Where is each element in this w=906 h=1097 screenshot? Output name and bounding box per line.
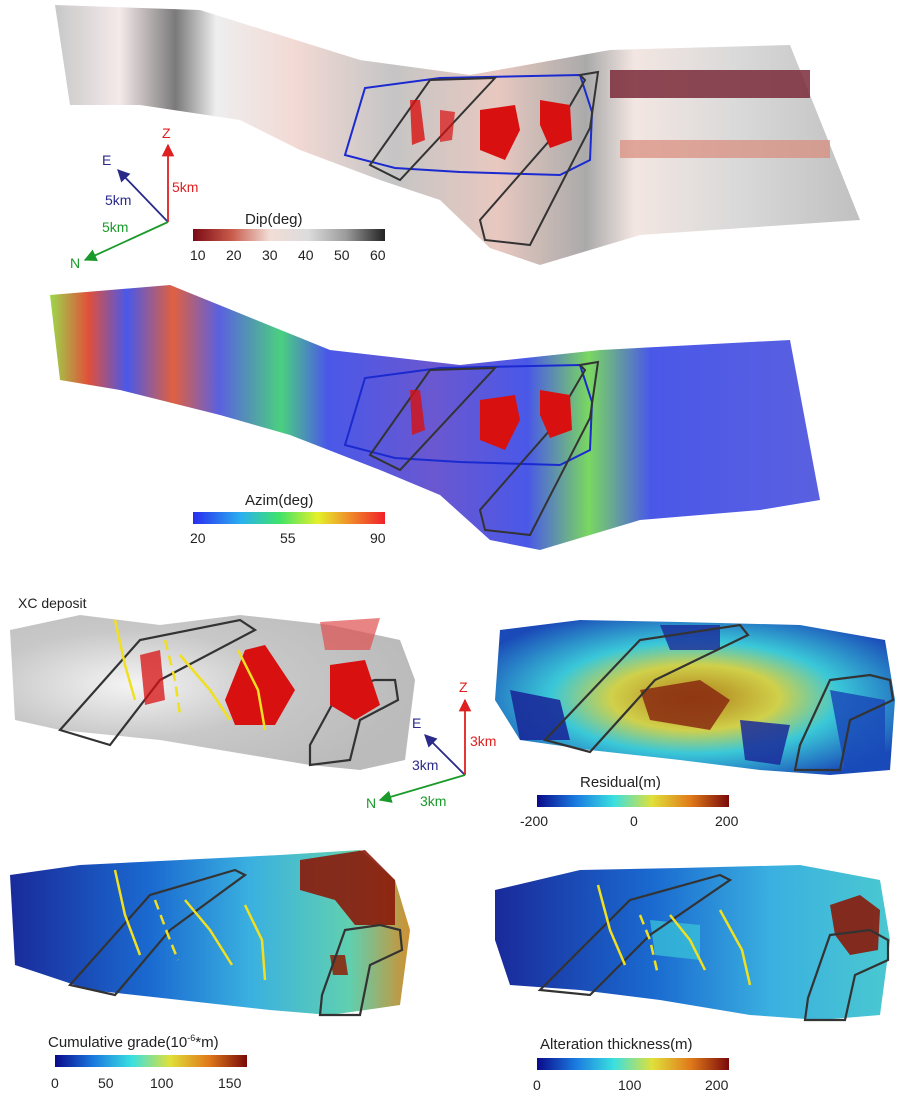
deposit-panel: XC deposit xyxy=(10,595,415,770)
geological-outline xyxy=(478,70,600,247)
cumulative-tick: 150 xyxy=(218,1075,242,1091)
azim-tick: 20 xyxy=(190,530,206,546)
deposit-label: XC deposit xyxy=(18,595,87,611)
n-distance-label: 3km xyxy=(420,793,446,809)
dip-band xyxy=(610,70,810,98)
z-axis-label: Z xyxy=(459,679,468,695)
residual-tick: 0 xyxy=(630,813,638,829)
alteration-colorbar-title: Alteration thickness(m) xyxy=(540,1036,693,1053)
dip-tick: 30 xyxy=(262,247,278,263)
orebody xyxy=(480,395,520,450)
residual-tick: -200 xyxy=(520,813,548,829)
cumulative-colorbar: Cumulative grade(10-6*m) 0 50 100 150 xyxy=(48,1033,247,1091)
geological-outline xyxy=(542,623,750,754)
geological-outline xyxy=(368,366,498,472)
residual-tick: 200 xyxy=(715,813,739,829)
dip-axes-indicator: E Z N 5km 5km 5km xyxy=(70,125,198,271)
azim-colorbar-title: Azim(deg) xyxy=(245,492,313,509)
residual-panel xyxy=(495,620,895,775)
orebody xyxy=(540,390,572,438)
dip-panel xyxy=(55,5,860,265)
alteration-colorbar: Alteration thickness(m) 0 100 200 xyxy=(533,1036,729,1093)
orebody xyxy=(440,110,455,142)
dip-tick: 50 xyxy=(334,247,350,263)
e-axis-label: E xyxy=(102,152,111,168)
z-distance-label: 3km xyxy=(470,733,496,749)
azim-tick: 90 xyxy=(370,530,386,546)
study-area-boundary xyxy=(343,73,594,177)
geological-outline xyxy=(537,873,733,997)
azim-panel xyxy=(50,285,820,550)
fault-trace xyxy=(113,619,137,701)
dip-colorbar: Dip(deg) 10 20 30 40 50 60 xyxy=(190,211,386,263)
fault-trace xyxy=(184,899,234,966)
study-area-boundary xyxy=(343,363,594,467)
geological-outline xyxy=(318,923,404,1017)
fault-trace xyxy=(113,869,142,956)
z-distance-label: 5km xyxy=(172,179,198,195)
n-axis-label: N xyxy=(366,795,376,811)
dip-colorbar-title: Dip(deg) xyxy=(245,211,303,228)
dip-tick: 20 xyxy=(226,247,242,263)
geological-outline xyxy=(478,360,600,537)
residual-colorbar-title: Residual(m) xyxy=(580,774,661,791)
alteration-tick: 0 xyxy=(533,1077,541,1093)
cumulative-tick: 50 xyxy=(98,1075,114,1091)
dip-tick: 60 xyxy=(370,247,386,263)
fault-trace xyxy=(718,909,752,986)
cumulative-colorbar-title: Cumulative grade(10-6*m) xyxy=(48,1033,219,1051)
cumulative-tick: 0 xyxy=(51,1075,59,1091)
fault-trace xyxy=(153,899,180,961)
dip-tick: 10 xyxy=(190,247,206,263)
dip-surface xyxy=(55,5,860,265)
orebody xyxy=(410,390,425,435)
orebody xyxy=(330,660,380,720)
e-distance-label: 3km xyxy=(412,757,438,773)
residual-colorbar: Residual(m) -200 0 200 xyxy=(520,774,739,829)
e-distance-label: 5km xyxy=(105,192,131,208)
fault-trace xyxy=(163,639,182,716)
orebody xyxy=(140,650,165,705)
dip-band xyxy=(620,140,830,158)
cumulative-panel xyxy=(10,850,410,1017)
orebody xyxy=(540,100,572,148)
geological-outline xyxy=(368,76,498,182)
azim-surface xyxy=(50,285,820,550)
fault-trace xyxy=(236,649,267,731)
e-axis-label: E xyxy=(412,715,421,731)
orebody xyxy=(225,645,295,725)
dip-tick: 40 xyxy=(298,247,314,263)
alteration-tick: 100 xyxy=(618,1077,642,1093)
geological-outline xyxy=(308,678,400,767)
geological-outline xyxy=(793,673,895,772)
azim-colorbar: Azim(deg) 20 55 90 xyxy=(190,492,386,546)
fault-trace xyxy=(669,914,707,971)
fault-trace xyxy=(638,914,660,976)
geological-outline xyxy=(67,868,248,997)
geological-outline xyxy=(58,618,258,747)
azim-tick: 55 xyxy=(280,530,296,546)
n-axis-label: N xyxy=(70,255,80,271)
orebody xyxy=(410,100,425,145)
fault-trace xyxy=(243,904,267,981)
alteration-tick: 200 xyxy=(705,1077,729,1093)
deposit-axes-indicator: E Z N 3km 3km 3km xyxy=(366,679,496,811)
fault-trace xyxy=(179,654,232,721)
orebody xyxy=(480,105,520,160)
orebody xyxy=(320,618,380,650)
z-axis-label: Z xyxy=(162,125,171,141)
cumulative-tick: 100 xyxy=(150,1075,174,1091)
n-distance-label: 5km xyxy=(102,219,128,235)
fault-trace xyxy=(596,884,627,966)
alteration-panel xyxy=(495,865,890,1022)
geological-outline xyxy=(803,928,890,1022)
